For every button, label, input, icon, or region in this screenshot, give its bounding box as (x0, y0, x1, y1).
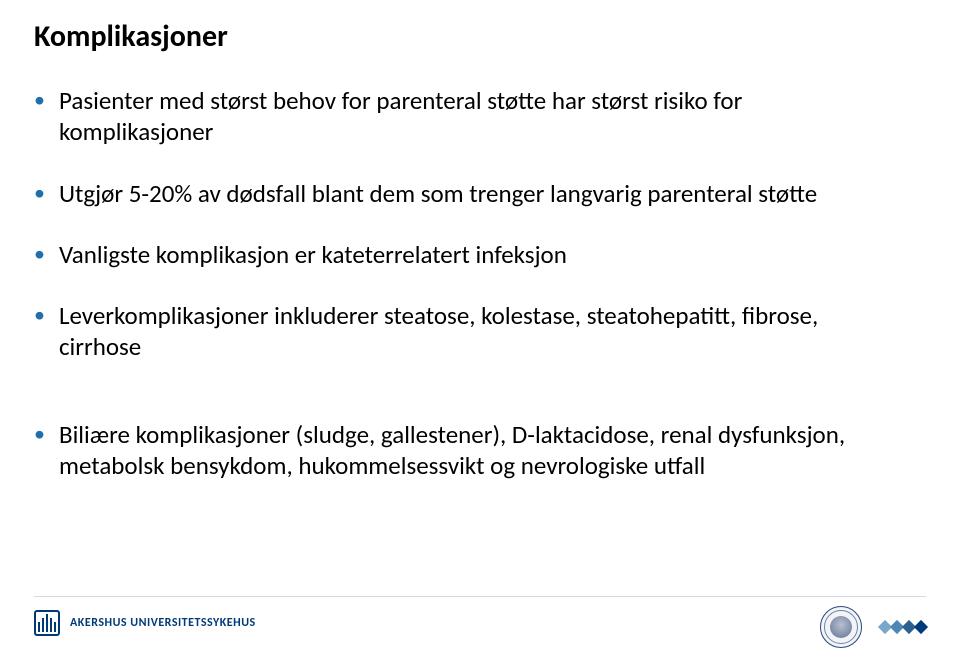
bullet-item: • Leverkomplikasjoner inkluderer steatos… (34, 300, 900, 363)
diamond-decoration-icon (880, 622, 926, 632)
footer-divider (34, 596, 926, 597)
bullet-text: Leverkomplikasjoner inkluderer steatose,… (59, 300, 900, 363)
bullet-dot-icon: • (34, 178, 45, 208)
bullet-text: Pasienter med størst behov for parentera… (59, 85, 900, 148)
bullet-item: • Biliære komplikasjoner (sludge, galles… (34, 419, 900, 482)
footer-right (820, 606, 926, 648)
bullet-dot-icon: • (34, 419, 45, 449)
footer-left: AKERSHUS UNIVERSITETSSYKEHUS (34, 610, 256, 636)
bullet-dot-icon: • (34, 85, 45, 115)
diamond-icon (914, 620, 928, 634)
bullet-dot-icon: • (34, 300, 45, 330)
bullet-text: Utgjør 5-20% av dødsfall blant dem som t… (59, 178, 900, 209)
bullet-item: • Vanligste komplikasjon er kateterrelat… (34, 239, 900, 270)
bullet-text: Biliære komplikasjoner (sludge, galleste… (59, 419, 900, 482)
bullet-item: • Utgjør 5-20% av dødsfall blant dem som… (34, 178, 900, 209)
slide-content: • Pasienter med størst behov for parente… (34, 85, 900, 511)
hospital-name: AKERSHUS UNIVERSITETSSYKEHUS (70, 616, 256, 630)
hospital-logo-icon (34, 610, 60, 636)
bullet-text: Vanligste komplikasjon er kateterrelater… (59, 239, 900, 270)
slide: Komplikasjoner • Pasienter med størst be… (0, 0, 960, 666)
slide-title: Komplikasjoner (34, 18, 228, 55)
bullet-item: • Pasienter med størst behov for parente… (34, 85, 900, 148)
bullet-dot-icon: • (34, 239, 45, 269)
university-seal-icon (820, 606, 862, 648)
slide-footer: AKERSHUS UNIVERSITETSSYKEHUS (0, 596, 960, 666)
